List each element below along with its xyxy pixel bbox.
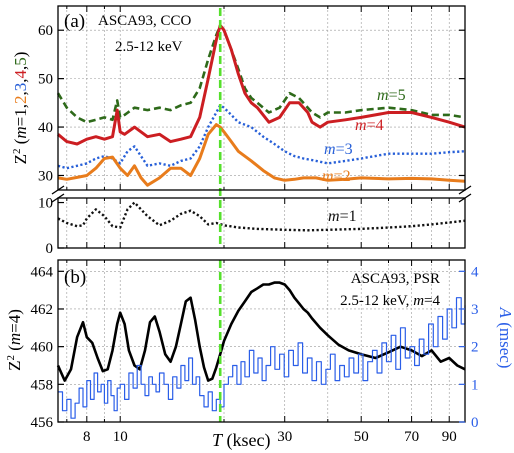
panel-a-ylabel-2: 2: [11, 95, 30, 104]
x-tick-label: 30: [277, 429, 292, 445]
panel-a-grid: [58, 6, 465, 248]
panel-a-ylabel-4: 4: [11, 69, 30, 78]
panel-a-ylabel-eq: =: [11, 117, 30, 127]
y-tick-label-right: 3: [471, 302, 479, 318]
series-line-A: [58, 297, 466, 419]
panel-b-ylabel-right: A (msec): [496, 307, 514, 369]
panel-a-ylabel-c4: ,: [11, 66, 30, 70]
panel-b: 456 458 460 462 464 0 1 2 3 4 8 10 30 50 70 90 (b) ASCA…: [5, 259, 514, 451]
panel-a-ylabel-z: Z: [11, 154, 30, 164]
panel-a-ylabel-1: 1: [11, 108, 30, 117]
y-tick-label-right: 2: [471, 340, 479, 356]
series-line-m2: [57, 123, 466, 187]
y-tick-label-left: 456: [31, 415, 54, 431]
panel-a-ylabel-open: (: [11, 138, 30, 148]
panel-a-ylabel-c2: ,: [11, 91, 30, 95]
panel-a-ylabel: Z2 (m=1,2,3,4,5): [11, 52, 30, 165]
y-tick-label-left: 464: [31, 264, 54, 280]
panel-a-series: [56, 8, 466, 248]
panel-b-ticks: [58, 260, 465, 423]
panel-b-subtitle: 2.5-12 keV, m=4: [340, 293, 440, 309]
panel-a-subtitle: 2.5-12 keV: [115, 39, 183, 55]
panel-b-label: (b): [64, 267, 86, 288]
axis-break-mark: [51, 185, 472, 203]
panel-b-labels: 456 458 460 462 464 0 1 2 3 4 8 10 30 50 70 90: [31, 264, 480, 445]
panel-b-series: [56, 260, 466, 422]
break-slash: [51, 193, 65, 203]
y-tick-label-left: 458: [31, 377, 54, 393]
y-tick-label-right: 4: [471, 264, 479, 280]
x-tick-label: 70: [404, 429, 419, 445]
panel-a-frame-lower: [57, 197, 466, 249]
series-label-m4: m=4: [355, 117, 384, 134]
panel-a: 30 40 50 60 0 10 (a) ASCA93, CCO 2.5-12 keV Z…: [11, 5, 472, 257]
y-tick-label: 40: [38, 120, 53, 136]
break-slash: [458, 193, 472, 203]
panel-a-title: ASCA93, CCO: [98, 13, 192, 29]
series-line-m1: [57, 201, 466, 232]
panel-a-frame-upper: [57, 5, 466, 191]
y-tick-label-left: 462: [31, 302, 54, 318]
x-tick-label: 10: [113, 429, 128, 445]
break-slash: [51, 185, 65, 195]
panel-a-ylabel-c3: ,: [11, 78, 30, 82]
y-tick-label-left: 460: [31, 340, 54, 356]
panel-a-ylabel-m: m: [11, 126, 30, 138]
series-label-m5: m=5: [377, 87, 406, 104]
x-tick-label: 8: [83, 429, 91, 445]
panel-a-ylabel-c1: ,: [11, 104, 30, 108]
panel-a-labels: 30 40 50 60 0 10: [38, 23, 53, 257]
x-tick-label: 90: [442, 429, 457, 445]
panel-b-title: ASCA93, PSR: [351, 271, 440, 287]
series-label-m2: m=2: [322, 168, 351, 185]
x-tick-label: 50: [354, 429, 369, 445]
panel-a-ticks: [58, 6, 465, 249]
y-tick-label: 10: [38, 196, 53, 212]
panel-a-ylabel-sup: 2: [11, 149, 23, 155]
y-tick-label: 60: [38, 23, 53, 39]
panel-b-ylabel-left: Z2 (m=4): [5, 309, 24, 371]
panel-b-xlabel: T (ksec): [212, 430, 271, 451]
series-line-m4: [57, 23, 466, 146]
y-tick-label: 0: [46, 241, 54, 257]
series-label-m1: m=1: [328, 208, 357, 225]
panel-a-ylabel-3: 3: [11, 83, 30, 92]
series-label-m3: m=3: [324, 141, 353, 158]
panel-a-ylabel-5: 5: [11, 57, 30, 66]
panel-b-frame: [57, 259, 466, 423]
y-tick-label: 30: [38, 168, 53, 184]
break-slash: [458, 185, 472, 195]
panel-a-ylabel-close: ): [11, 52, 30, 58]
y-tick-label-right: 1: [471, 377, 479, 393]
panel-a-label: (a): [64, 11, 85, 32]
series-line-Z2: [56, 281, 466, 382]
y-tick-label: 50: [38, 72, 53, 88]
y-tick-label-right: 0: [471, 415, 479, 431]
